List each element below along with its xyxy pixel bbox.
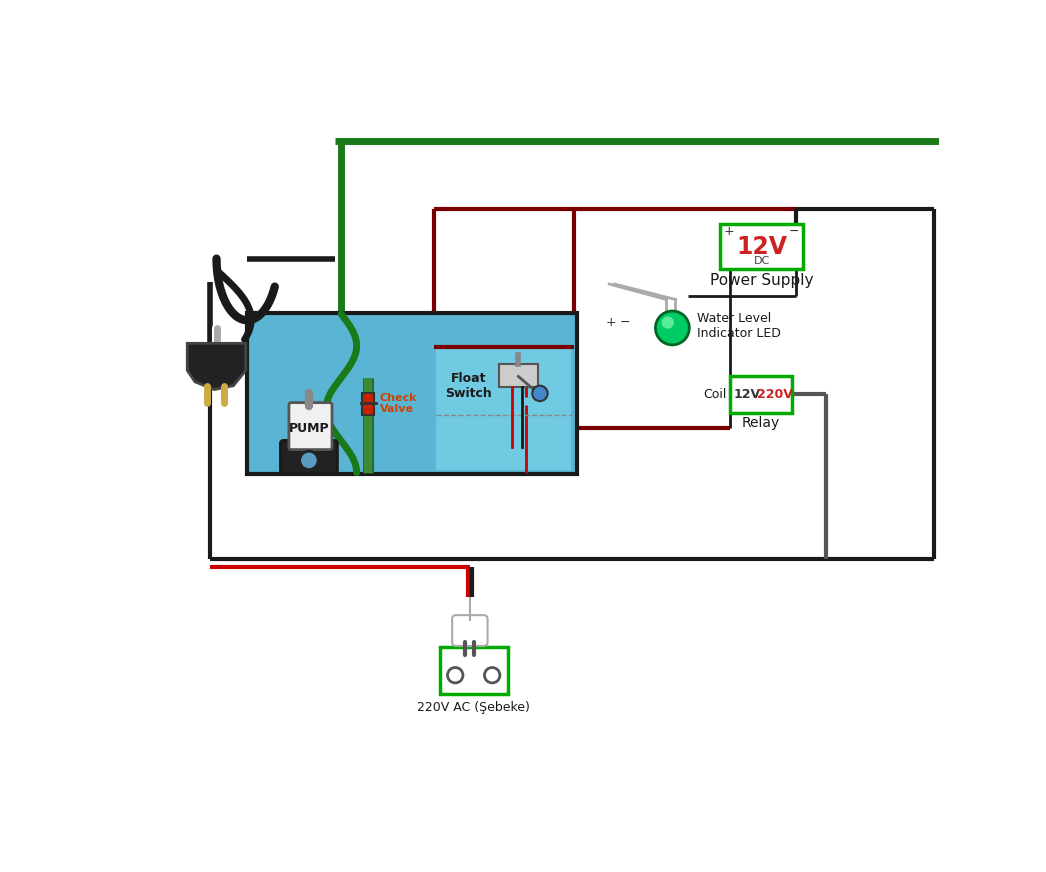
Text: Coil: Coil — [703, 388, 726, 400]
FancyBboxPatch shape — [362, 393, 374, 415]
FancyBboxPatch shape — [499, 364, 538, 387]
Circle shape — [661, 317, 674, 329]
FancyBboxPatch shape — [436, 347, 571, 470]
Circle shape — [656, 311, 689, 345]
FancyBboxPatch shape — [439, 648, 507, 694]
FancyBboxPatch shape — [289, 403, 332, 450]
Text: −: − — [789, 225, 799, 238]
Text: 12V: 12V — [734, 388, 760, 400]
FancyBboxPatch shape — [247, 312, 577, 474]
Text: −: − — [619, 316, 630, 329]
Text: 220V: 220V — [756, 388, 793, 400]
Circle shape — [300, 451, 318, 470]
Polygon shape — [187, 344, 246, 390]
Text: +: + — [724, 225, 734, 238]
Text: Check
Valve: Check Valve — [380, 392, 417, 414]
Text: Relay: Relay — [742, 417, 780, 431]
FancyBboxPatch shape — [730, 376, 792, 412]
Text: 220V AC (Şebeke): 220V AC (Şebeke) — [417, 701, 530, 714]
Text: Water Level
Indicator LED: Water Level Indicator LED — [697, 312, 781, 340]
Text: Power Supply: Power Supply — [710, 274, 814, 289]
Circle shape — [448, 667, 463, 683]
Text: PUMP: PUMP — [289, 421, 329, 434]
Text: DC: DC — [753, 256, 770, 266]
Text: 12V: 12V — [736, 235, 788, 259]
Text: +: + — [606, 316, 616, 329]
FancyBboxPatch shape — [452, 615, 487, 646]
Text: Float
Switch: Float Switch — [445, 371, 492, 399]
FancyBboxPatch shape — [280, 440, 338, 473]
Circle shape — [532, 385, 548, 401]
FancyBboxPatch shape — [720, 224, 803, 269]
Circle shape — [484, 667, 500, 683]
